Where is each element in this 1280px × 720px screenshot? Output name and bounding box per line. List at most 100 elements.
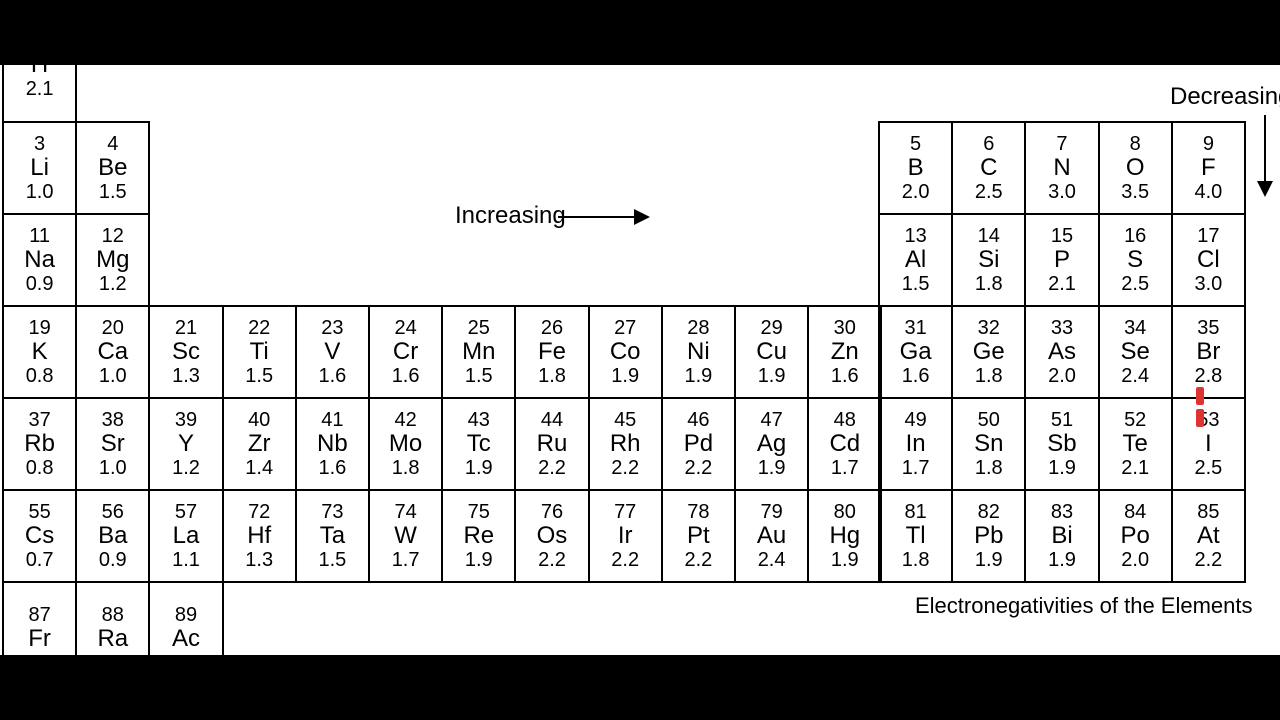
electronegativity-value: 1.8	[902, 549, 930, 571]
electronegativity-value: 2.2	[1194, 549, 1222, 571]
electronegativity-value: 1.7	[831, 457, 859, 479]
element-cell-K: 19K0.8	[2, 305, 77, 399]
element-symbol: Sb	[1047, 431, 1076, 457]
element-cell-Li: 3Li1.0	[2, 121, 77, 215]
electronegativity-value: 1.8	[538, 365, 566, 387]
atomic-number: 81	[904, 501, 926, 523]
atomic-number: 82	[978, 501, 1000, 523]
element-symbol: K	[32, 339, 48, 365]
element-symbol: F	[1201, 155, 1216, 181]
electronegativity-value: 1.5	[465, 365, 493, 387]
atomic-number: 47	[760, 409, 782, 431]
electronegativity-value: 2.2	[611, 549, 639, 571]
annotation-mark	[1196, 387, 1204, 405]
atomic-number: 56	[102, 501, 124, 523]
atomic-number: 39	[175, 409, 197, 431]
electronegativity-value: 1.6	[318, 365, 346, 387]
element-symbol: Y	[178, 431, 194, 457]
element-symbol: Cs	[25, 523, 54, 549]
element-cell-Br: 35Br2.8	[1171, 305, 1246, 399]
element-symbol: C	[980, 155, 997, 181]
element-cell-Re: 75Re1.9	[441, 489, 516, 583]
element-symbol: W	[394, 523, 417, 549]
electronegativity-value: 1.2	[172, 457, 200, 479]
element-symbol: Na	[24, 247, 55, 273]
element-symbol: Bi	[1051, 523, 1072, 549]
element-symbol: Mg	[96, 247, 129, 273]
element-symbol: H	[31, 65, 48, 78]
electronegativity-value: 2.8	[1194, 365, 1222, 387]
element-cell-Si: 14Si1.8	[951, 213, 1026, 307]
element-symbol: Ge	[973, 339, 1005, 365]
electronegativity-value: 0.8	[26, 365, 54, 387]
element-symbol: Tc	[467, 431, 491, 457]
atomic-number: 33	[1051, 317, 1073, 339]
atomic-number: 38	[102, 409, 124, 431]
element-cell-S: 16S2.5	[1098, 213, 1173, 307]
element-cell-Hg: 80Hg1.9	[807, 489, 882, 583]
atomic-number: 78	[687, 501, 709, 523]
decreasing-arrow-icon	[1264, 115, 1266, 195]
element-cell-Ra: 88Ra	[75, 581, 150, 655]
element-symbol: Rh	[610, 431, 641, 457]
element-symbol: Zr	[248, 431, 271, 457]
element-symbol: Tl	[906, 523, 926, 549]
electronegativity-value: 3.5	[1121, 181, 1149, 203]
element-cell-Ga: 31Ga1.6	[878, 305, 953, 399]
atomic-number: 11	[29, 225, 50, 247]
electronegativity-value: 1.5	[902, 273, 930, 295]
element-cell-Ag: 47Ag1.9	[734, 397, 809, 491]
element-cell-Mn: 25Mn1.5	[441, 305, 516, 399]
electronegativity-value: 2.2	[538, 549, 566, 571]
atomic-number: 20	[102, 317, 124, 339]
element-symbol: O	[1126, 155, 1145, 181]
electronegativity-value: 1.9	[758, 365, 786, 387]
element-cell-Ac: 89Ac	[148, 581, 223, 655]
atomic-number: 14	[978, 225, 1000, 247]
element-cell-Fr: 87Fr	[2, 581, 77, 655]
element-symbol: Mo	[389, 431, 422, 457]
element-symbol: Cd	[829, 431, 860, 457]
atomic-number: 45	[614, 409, 636, 431]
electronegativity-value: 2.1	[1121, 457, 1149, 479]
atomic-number: 83	[1051, 501, 1073, 523]
element-cell-Os: 76Os2.2	[514, 489, 589, 583]
atomic-number: 9	[1203, 133, 1214, 155]
element-cell-I: 53I2.5	[1171, 397, 1246, 491]
element-symbol: Zn	[831, 339, 859, 365]
element-symbol: Ag	[757, 431, 786, 457]
element-cell-Cl: 17Cl3.0	[1171, 213, 1246, 307]
atomic-number: 35	[1197, 317, 1219, 339]
electronegativity-value: 1.7	[392, 549, 420, 571]
element-cell-Pt: 78Pt2.2	[661, 489, 736, 583]
element-symbol: Cu	[756, 339, 787, 365]
electronegativity-value: 2.2	[684, 549, 712, 571]
element-cell-Ba: 56Ba0.9	[75, 489, 150, 583]
element-symbol: Pd	[684, 431, 713, 457]
element-symbol: Pt	[687, 523, 710, 549]
atomic-number: 42	[394, 409, 416, 431]
element-symbol: Ga	[900, 339, 932, 365]
element-cell-Na: 11Na0.9	[2, 213, 77, 307]
element-symbol: Ca	[97, 339, 128, 365]
element-cell-B: 5B2.0	[878, 121, 953, 215]
electronegativity-value: 1.6	[831, 365, 859, 387]
element-cell-Cd: 48Cd1.7	[807, 397, 882, 491]
atomic-number: 73	[321, 501, 343, 523]
element-symbol: N	[1053, 155, 1070, 181]
atomic-number: 51	[1051, 409, 1073, 431]
electronegativity-value: 1.9	[684, 365, 712, 387]
element-cell-As: 33As2.0	[1024, 305, 1099, 399]
electronegativity-value: 1.0	[99, 365, 127, 387]
decreasing-label: Decreasing	[1170, 83, 1280, 111]
element-symbol: Ru	[537, 431, 568, 457]
electronegativity-value: 0.9	[99, 549, 127, 571]
element-symbol: Nb	[317, 431, 348, 457]
element-cell-Ir: 77Ir2.2	[588, 489, 663, 583]
element-cell-At: 85At2.2	[1171, 489, 1246, 583]
atomic-number: 89	[175, 604, 197, 626]
element-cell-Fe: 26Fe1.8	[514, 305, 589, 399]
element-symbol: Au	[757, 523, 786, 549]
atomic-number: 87	[28, 604, 50, 626]
element-symbol: Li	[30, 155, 49, 181]
